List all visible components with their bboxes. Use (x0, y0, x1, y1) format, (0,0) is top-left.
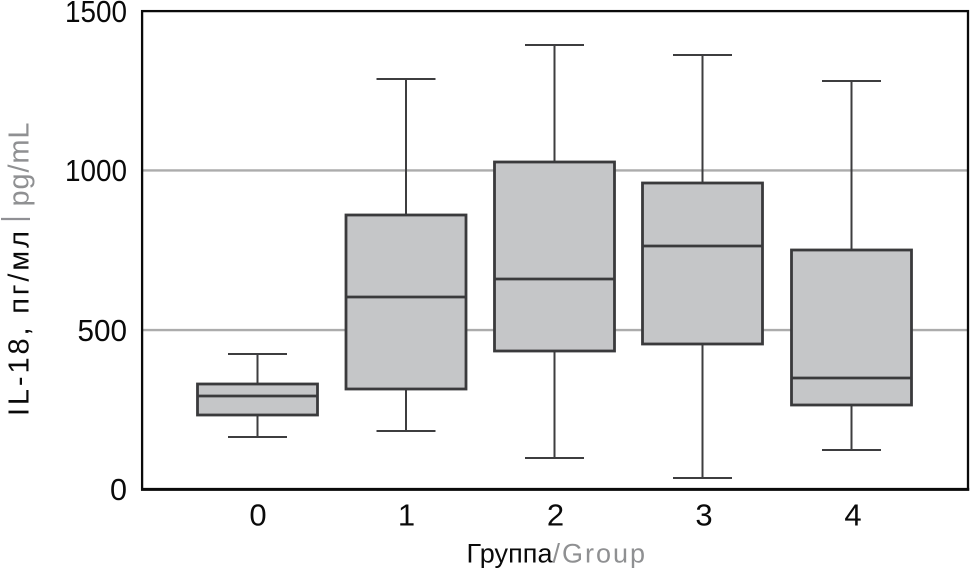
svg-text:0: 0 (249, 498, 266, 533)
svg-text:3: 3 (695, 498, 712, 533)
svg-text:pg/mL: pg/mL (4, 123, 36, 207)
svg-text:500: 500 (78, 314, 128, 348)
svg-text:2: 2 (547, 498, 564, 533)
svg-text:1: 1 (398, 498, 415, 533)
svg-text:1500: 1500 (65, 0, 127, 29)
svg-text:IL-18, пг/мл: IL-18, пг/мл (4, 231, 36, 416)
svg-text:4: 4 (844, 498, 861, 533)
svg-text:0: 0 (110, 473, 127, 507)
svg-text:1000: 1000 (65, 154, 127, 188)
svg-text:Группа/Group: Группа/Group (467, 539, 646, 569)
